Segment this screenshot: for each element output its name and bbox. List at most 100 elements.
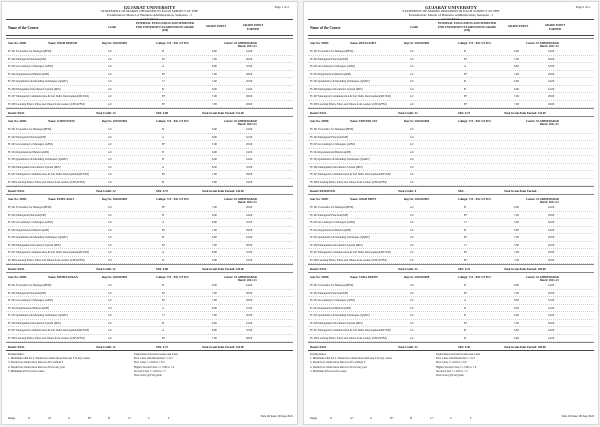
col-internal: INTERNAL EVALUATION AND SEMESTER END UNI… [437, 21, 497, 33]
course-row: FC102 Managerial Functions(MF) 4.0 B 6.00 24… [6, 212, 293, 219]
course-credit: 4.0 [108, 95, 112, 98]
course-grade: B+ [464, 213, 468, 217]
course-grade: B [162, 284, 164, 287]
course-grade-earned: 28.00 [548, 251, 555, 254]
course-name: FC101 Economics for Managers(EFM) [8, 128, 52, 131]
course-grade-point: 6.00 [514, 329, 519, 332]
university-name: GUJARAT UNIVERSITY [123, 5, 176, 10]
course-row: FC103 Accounting for Managers (AFM) 4.0 B+… [6, 297, 293, 305]
course-grade-point: 6.00 [212, 87, 217, 91]
course-credit: 4.0 [108, 165, 112, 169]
course-name: FC104 Organizational Behavior(OB) [310, 306, 351, 310]
course-grade-point: - [514, 150, 515, 154]
course-grade-point: - [514, 143, 515, 146]
course-grade: A [162, 165, 164, 169]
course-row: FC101 Economics for Managers(EFM) 4.0 B 6.0… [6, 126, 293, 134]
result-row: Result: RESERVED Total Credit: 0 SPA: - Tot… [308, 186, 594, 193]
seat-number: Seat No: 10001 [8, 40, 27, 45]
course-name: FC101 Economics for Managers(EFM) [8, 50, 52, 53]
course-grade: C+ [464, 243, 468, 247]
sgpa: SPA: 6.50 [458, 345, 470, 349]
equiv-3: Higher Second Class >= 5.00 to < 6 [436, 365, 477, 369]
course-grade: - [464, 173, 465, 176]
equiv-1: First Class with Distinction >= 6.5 [134, 357, 173, 361]
total-credit: Total Credit: 32 [96, 267, 116, 271]
course-grade: - [464, 158, 465, 161]
course-row: FC106 Management Information System (MIS… [308, 86, 594, 93]
course-grade-point: 8.00 [212, 165, 217, 169]
course-name: FC102 Managerial Functions(MF) [8, 291, 47, 295]
course-grade-point: 7.00 [514, 291, 519, 295]
course-credit: 4.0 [410, 143, 414, 146]
course-grade-point: 8.00 [212, 251, 217, 254]
course-grade-point: 8.00 [212, 221, 217, 224]
course-grade-earned: 20.00 [246, 80, 253, 83]
total-grade-points: Total Grade Point Earned: 220.00 [202, 267, 244, 271]
page-number: Page 1 of 2 [274, 5, 289, 9]
student-name: Name: JOSHI NITIN [48, 118, 75, 123]
college: College: 715 - B K S P M S [458, 274, 491, 279]
course-grade-earned: 28.00 [548, 291, 555, 295]
total-grade-points: Total Grade Point Earned: 200.00 [504, 267, 546, 271]
course-name: FC108 Learning Ethics, Ethos and Values … [8, 336, 85, 340]
course-row: FC103 Accounting for Managers (AFM) 4.0 A 8… [308, 63, 594, 71]
course-grade-earned: 32.00 [246, 306, 253, 310]
rule-3: 4. Should not obtain more than two D's i… [310, 365, 367, 369]
course-grade-point: 7.00 [212, 102, 217, 106]
course-grade-earned: 24.00 [246, 128, 253, 131]
course-row: FC108 Learning Ethics, Ethos and Values … [6, 257, 293, 264]
course-grade-earned: 24.00 [246, 236, 253, 239]
course-credit: 4.0 [108, 221, 112, 224]
course-row: FC105 Quantitative & Modeling Techniques… [308, 156, 594, 164]
course-grade-point: 6.00 [212, 128, 217, 131]
seat-number: Seat No: 10005 [310, 40, 329, 45]
course-grade-earned: 32.00 [246, 251, 253, 254]
course-name: FC104 Organizational Behavior(OB) [8, 306, 49, 310]
student-block: Seat No: 10001 Name: SHAH DINESH Reg No: 2… [6, 38, 293, 115]
course-name: FC105 Quantitative & Modeling Techniques… [8, 80, 68, 83]
course-grade: B+ [162, 299, 166, 302]
equiv-3: Higher Second Class >= 5.00 to < 6 [134, 365, 175, 369]
equiv-5: Pass Class (4) Fail grade [436, 373, 464, 377]
course-grade-earned: 20.00 [246, 314, 253, 317]
student-name: Name: SHAH MEET [350, 196, 377, 201]
course-name: FC106 Management Information System (MIS… [8, 321, 61, 325]
equiv-4: Second Class >= 4.00 to < 5 [436, 369, 468, 373]
result: Result: PASS [310, 267, 327, 271]
course-name: FC106 Management Information System (MIS… [310, 165, 363, 169]
course-grade: C+ [464, 221, 468, 224]
student-row: Seat No: 10001 Name: SHAH DINESH Reg No: 2… [6, 39, 293, 49]
course-grade-earned: - [548, 158, 549, 161]
course-row: FC107 Managerial Communication & Soft Sk… [6, 327, 293, 335]
course-grade: B [162, 150, 164, 154]
course-row: FC104 Organizational Behavior(OB) 4.0 B 6.0… [308, 227, 594, 234]
seat-number: Seat No: 10003 [8, 196, 27, 201]
course-row: FC106 Management Information System (MIS… [6, 86, 293, 93]
seat-number: Seat No: 10006 [310, 118, 329, 123]
course-credit: 4.0 [108, 150, 112, 154]
course-grade-earned: 28.00 [246, 206, 253, 209]
total-credit: Total Credit: 32 [96, 189, 116, 193]
college: College: 715 - B K S P M S [156, 274, 189, 279]
course-credit: 4.0 [410, 72, 414, 76]
col-credit: Credit [410, 25, 418, 29]
course-grade: B+ [162, 143, 166, 146]
course-row: FC101 Economics for Managers(EFM) 4.0 B 6.0… [6, 282, 293, 290]
course-row: FC105 Quantitative & Modeling Techniques… [308, 78, 594, 86]
course-grade-earned: 32.00 [246, 221, 253, 224]
grade-scale-item: B [108, 417, 110, 420]
course-grade: B+ [464, 321, 468, 325]
result-row: Result: PASS Total Credit: 32 SPA: 6.25 Tot… [308, 264, 594, 271]
course-grade-earned: 32.00 [246, 165, 253, 169]
left-page: GUJARAT UNIVERSITY STATEMENT OF MARKS OB… [1, 1, 298, 425]
course-grade-point: 6.00 [212, 284, 217, 287]
course-grade: A [162, 135, 164, 139]
course-grade-earned: 24.00 [246, 180, 253, 184]
course-row: FC103 Accounting for Managers (AFM) 4.0 - -… [308, 141, 594, 149]
student-row: Seat No: 10004 Name: MEHTA KIRAN Reg No: 2… [6, 273, 293, 283]
course-grade-point: 7.00 [514, 102, 519, 106]
course-grade-earned: 32.00 [246, 329, 253, 332]
course-grade-earned: 28.00 [246, 173, 253, 176]
total-grade-points: Total Grade Point Earned: 216.00 [202, 345, 244, 349]
university-name: GUJARAT UNIVERSITY [425, 5, 477, 10]
